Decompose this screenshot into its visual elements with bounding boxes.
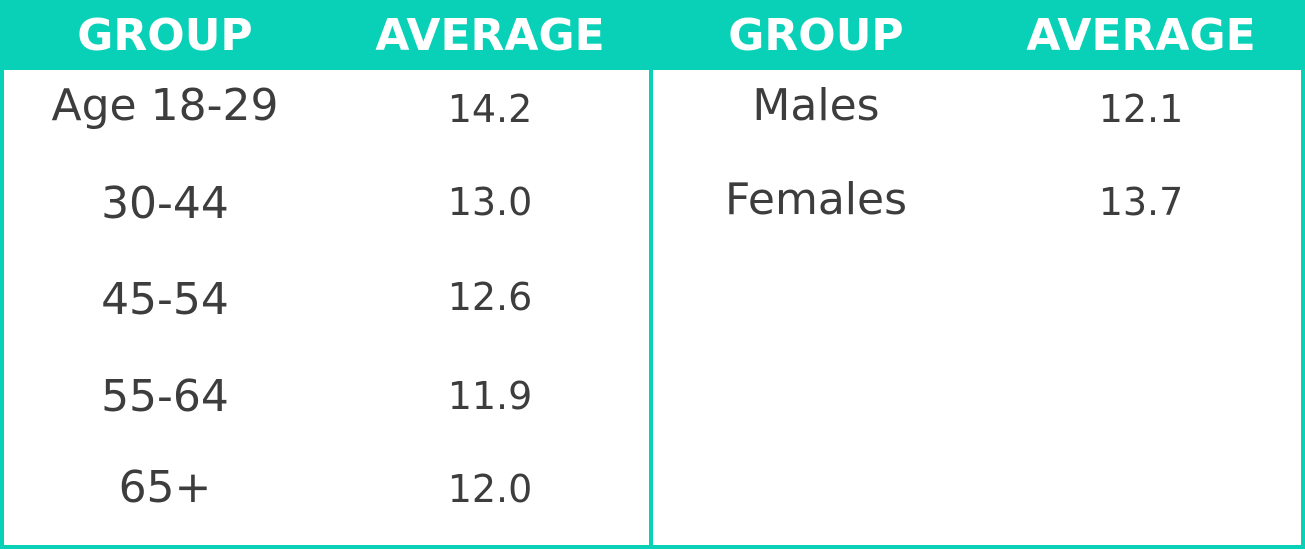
- age-group-cell: 45-54: [101, 274, 229, 325]
- average-column-header: AVERAGE: [375, 10, 605, 61]
- age-table-header: GROUP AVERAGE: [0, 0, 651, 70]
- age-table: GROUP AVERAGE Age 18-29 14.2 30-44 13.0 …: [0, 0, 651, 549]
- average-column-header: AVERAGE: [1026, 10, 1256, 61]
- age-average-cell: 12.6: [447, 275, 533, 319]
- gender-group-cell: Females: [724, 174, 907, 225]
- age-average-cell: 11.9: [447, 374, 533, 418]
- age-table-body: [0, 70, 651, 549]
- age-average-cell: 12.0: [447, 467, 533, 511]
- gender-table-header: GROUP AVERAGE: [651, 0, 1305, 70]
- age-group-cell: 30-44: [101, 178, 229, 229]
- age-average-cell: 14.2: [447, 87, 533, 131]
- gender-average-cell: 13.7: [1098, 180, 1184, 224]
- age-average-cell: 13.0: [447, 180, 533, 224]
- group-column-header: GROUP: [77, 10, 253, 61]
- age-group-cell: 65+: [118, 462, 212, 513]
- gender-group-cell: Males: [752, 80, 880, 131]
- gender-table: GROUP AVERAGE Males 12.1 Females 13.7: [651, 0, 1305, 549]
- age-group-cell: Age 18-29: [51, 80, 279, 131]
- gender-average-cell: 12.1: [1098, 87, 1184, 131]
- group-column-header: GROUP: [728, 10, 904, 61]
- gender-table-body: [651, 70, 1305, 549]
- age-group-cell: 55-64: [101, 371, 229, 422]
